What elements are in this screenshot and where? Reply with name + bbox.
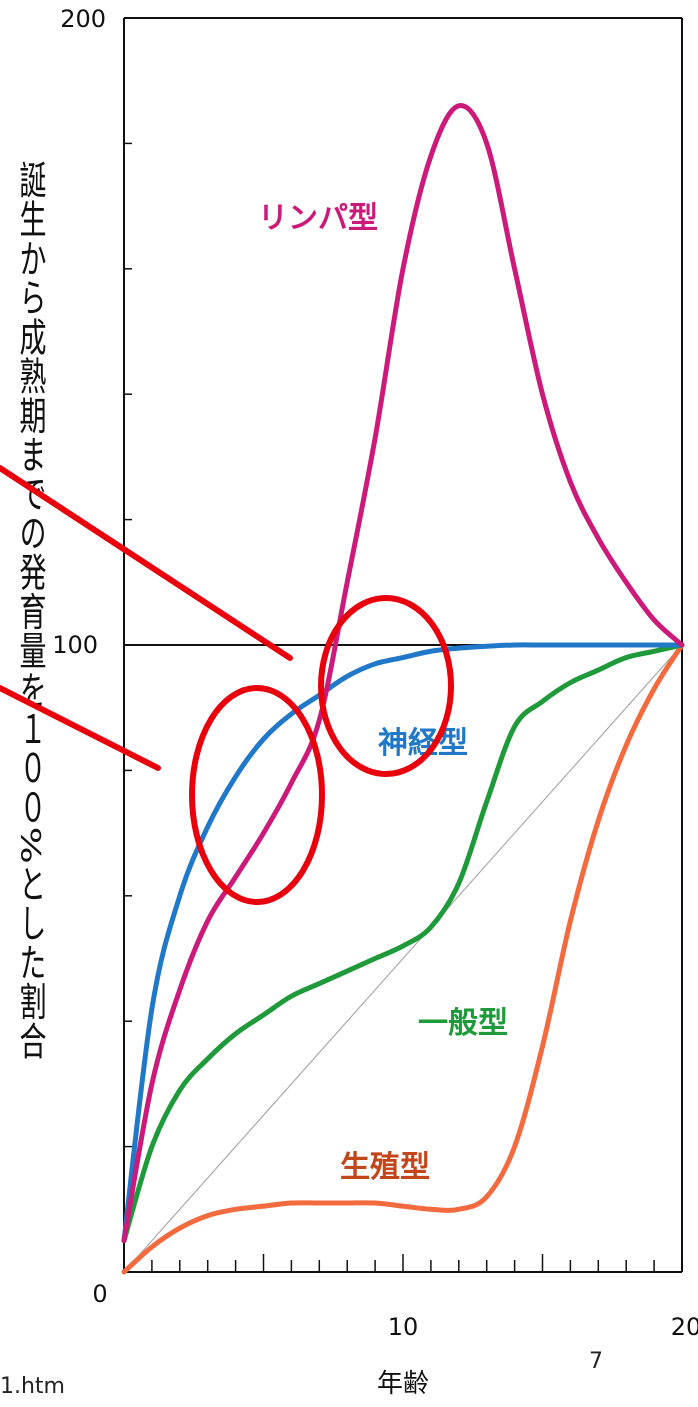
y-tick-label-100: 100 (52, 631, 98, 659)
series-label-general: 一般型 (418, 1006, 508, 1041)
series-line-general (121, 642, 685, 1244)
annotation-circle-left (189, 685, 325, 905)
x-tick-label-0: 0 (92, 1280, 107, 1308)
axis-ticks (123, 17, 683, 1273)
annotation-circle-right (318, 595, 454, 777)
y-tick-label-200: 200 (60, 5, 106, 33)
annotation-pointer-line-upper (0, 465, 293, 661)
page-number: 7 (589, 1349, 603, 1374)
annotation-pointer-line-lower (0, 685, 161, 771)
x-tick-label-10: 10 (388, 1313, 419, 1341)
diagonal-reference-line (123, 644, 683, 1273)
series-label-genital: 生殖型 (340, 1150, 430, 1185)
series-line-neural (121, 642, 685, 1244)
x-tick-label-20: 20 (671, 1313, 698, 1341)
x-axis-label: 年齢 (377, 1369, 429, 1399)
series-line-genital (121, 642, 685, 1275)
series-line-lymph (121, 103, 685, 1244)
source-fragment: 1.htm (0, 1374, 65, 1399)
series-lines (121, 103, 685, 1275)
series-label-lymph: リンパ型 (258, 201, 378, 236)
y-axis-label: 誕生から成熟期までの発育量を１００%とした割合 (15, 160, 47, 1060)
red-annotations (0, 465, 454, 905)
